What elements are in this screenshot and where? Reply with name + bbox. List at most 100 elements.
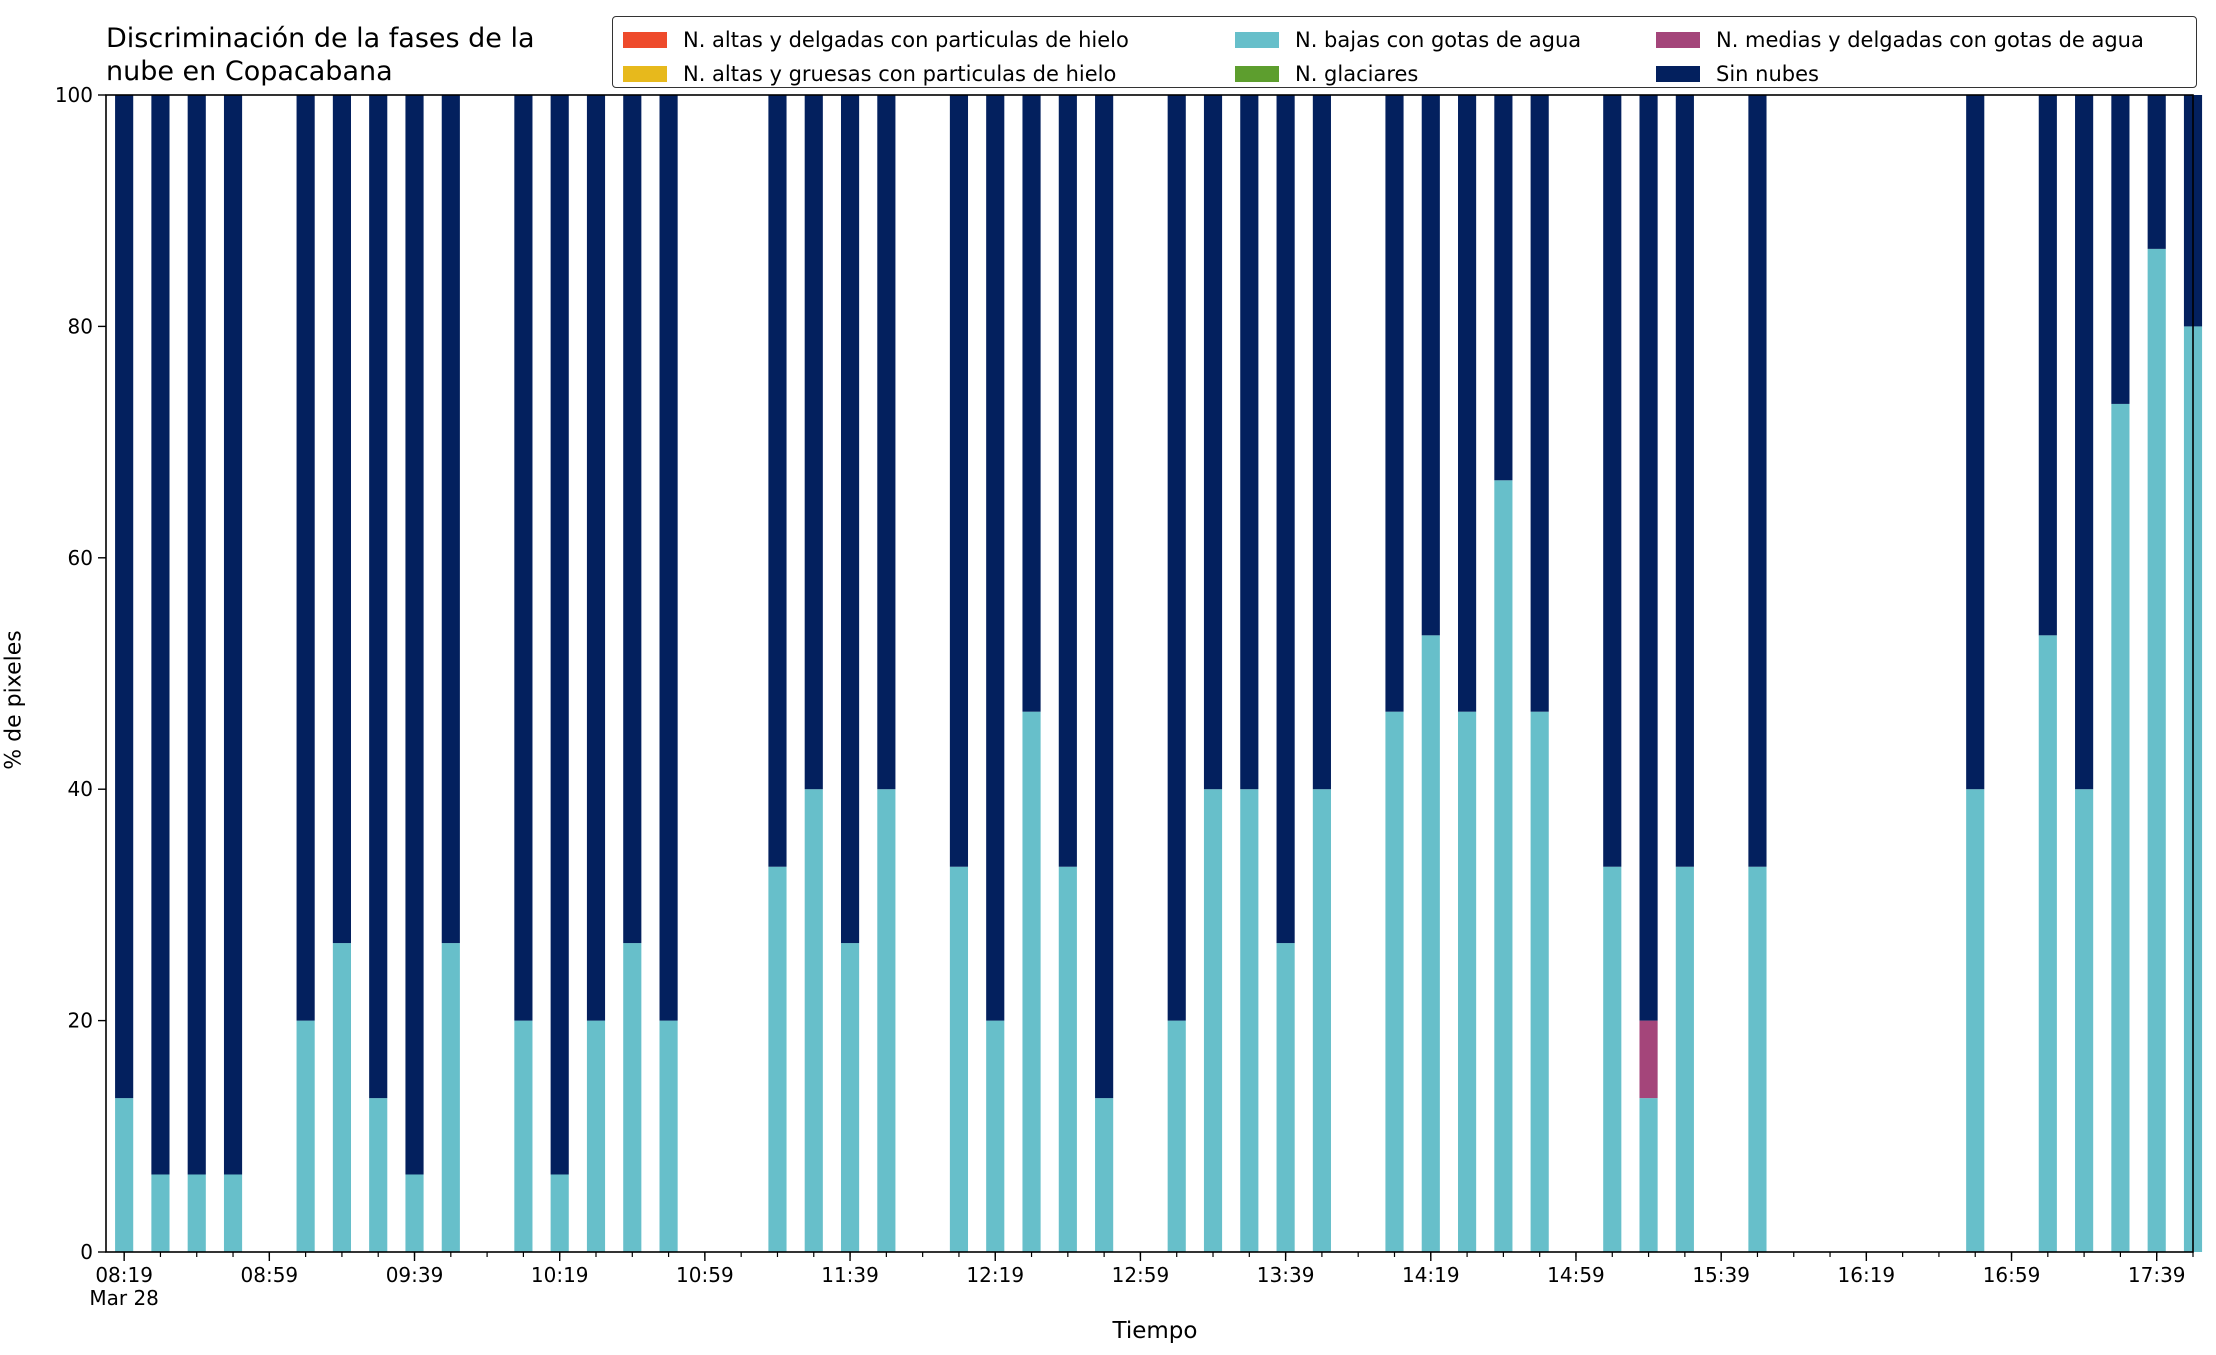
x-tick-label: 17:39 — [2128, 1263, 2186, 1287]
bar-segment — [1675, 95, 1694, 867]
legend-entry: Sin nubes — [1656, 57, 2144, 91]
bar-segment — [1385, 95, 1404, 712]
bar-segment — [1494, 95, 1513, 481]
bar-segment — [2038, 635, 2057, 1252]
bar-segment — [1639, 1020, 1658, 1099]
bar-segment — [877, 95, 896, 790]
bar-segment — [2147, 248, 2166, 1253]
y-tick-label: 20 — [68, 1009, 93, 1033]
y-tick-label: 100 — [55, 83, 93, 107]
bar-segment — [1603, 866, 1622, 1252]
bar-segment — [1603, 95, 1622, 867]
bar-segment — [405, 95, 424, 1175]
bar-segment — [1421, 635, 1440, 1252]
bar-segment — [1675, 866, 1694, 1252]
x-date-label: Mar 28 — [89, 1286, 159, 1310]
bar-segment — [2111, 95, 2130, 404]
bar-segment — [1203, 789, 1223, 1252]
bar-segment — [441, 95, 460, 944]
legend-swatch — [1235, 32, 1279, 48]
x-tick-label: 08:59 — [241, 1263, 299, 1287]
bar-segment — [115, 95, 134, 1099]
legend-label: N. medias y delgadas con gotas de agua — [1716, 28, 2144, 52]
bar-segment — [840, 95, 860, 944]
bar-segment — [1421, 95, 1440, 636]
bar-segment — [1748, 95, 1767, 867]
bar-segment — [1276, 95, 1295, 944]
bar-segment — [1966, 789, 1985, 1252]
legend-label: N. altas y delgadas con particulas de hi… — [683, 28, 1129, 52]
bar-segment — [296, 1020, 315, 1252]
bar-segment — [1167, 95, 1186, 1021]
bar-segment — [2183, 326, 2203, 1252]
bar-segment — [949, 866, 969, 1252]
bar-segment — [1312, 789, 1331, 1252]
x-tick-label: 10:19 — [531, 1263, 589, 1287]
bar-segment — [296, 95, 315, 1021]
bar-segment — [514, 1020, 533, 1252]
bar-segment — [768, 95, 787, 867]
bar-segment — [986, 1020, 1005, 1252]
legend-entry: N. bajas con gotas de agua — [1235, 23, 1581, 57]
bar-segment — [514, 95, 533, 1021]
bar-segment — [369, 95, 388, 1099]
legend-entry: N. glaciares — [1235, 57, 1581, 91]
legend-label: Sin nubes — [1716, 62, 1819, 86]
x-tick-label: 09:39 — [386, 1263, 444, 1287]
y-tick-label: 40 — [68, 777, 93, 801]
legend-swatch — [1656, 32, 1700, 48]
bar-segment — [768, 866, 787, 1252]
bar-segment — [1240, 789, 1259, 1252]
bar-segment — [1458, 95, 1477, 712]
bar-segment — [2075, 789, 2094, 1252]
bar-segment — [1058, 95, 1077, 867]
bar-segment — [877, 789, 896, 1252]
chart-title: Discriminación de la fases de la nube en… — [106, 23, 535, 87]
y-axis-label: % de pixeles — [1, 630, 27, 770]
bar-segment — [1022, 95, 1041, 712]
x-tick-label: 16:19 — [1838, 1263, 1896, 1287]
bar-segment — [1639, 95, 1658, 1021]
bar-segment — [659, 1020, 678, 1252]
bar-segment — [1276, 943, 1295, 1252]
bar-segment — [223, 1174, 243, 1252]
bar-segment — [1240, 95, 1259, 790]
legend-entry: N. medias y delgadas con gotas de agua — [1656, 23, 2144, 57]
axes-layer: 0 20 40 60 80 100 08:19 08:59 09:39 10:19 10:59 11:… — [55, 83, 2194, 1310]
bar-layer — [115, 95, 2203, 1253]
y-tick-label: 0 — [80, 1240, 93, 1264]
legend-entry: N. altas y gruesas con particulas de hie… — [623, 57, 1129, 91]
bar-segment — [804, 789, 823, 1252]
bar-segment — [1203, 95, 1223, 790]
y-tick-label: 60 — [68, 546, 93, 570]
x-tick-label: 14:19 — [1402, 1263, 1460, 1287]
bar-segment — [2147, 95, 2166, 249]
bar-segment — [986, 95, 1005, 1021]
bar-segment — [369, 1098, 388, 1252]
bar-segment — [2038, 95, 2057, 636]
bar-segment — [332, 943, 351, 1252]
bar-segment — [840, 943, 860, 1252]
bar-segment — [1530, 711, 1549, 1252]
legend-label: N. glaciares — [1295, 62, 1419, 86]
bar-segment — [586, 95, 606, 1021]
bar-segment — [441, 943, 460, 1252]
x-tick-label: 08:19 — [95, 1263, 153, 1287]
bar-segment — [2183, 95, 2203, 327]
bar-segment — [550, 1174, 569, 1252]
bar-segment — [332, 95, 351, 944]
x-tick-label: 10:59 — [676, 1263, 734, 1287]
bar-segment — [1966, 95, 1985, 790]
bar-segment — [151, 1174, 170, 1252]
bar-segment — [187, 95, 206, 1175]
bar-segment — [151, 95, 170, 1175]
x-axis-label: Tiempo — [1112, 1318, 1198, 1344]
bar-segment — [1494, 480, 1513, 1252]
legend-swatch — [623, 66, 667, 82]
x-tick-label: 14:59 — [1547, 1263, 1605, 1287]
x-tick-label: 15:39 — [1692, 1263, 1750, 1287]
x-tick-label: 11:39 — [821, 1263, 879, 1287]
bar-segment — [586, 1020, 606, 1252]
bar-segment — [623, 943, 642, 1252]
